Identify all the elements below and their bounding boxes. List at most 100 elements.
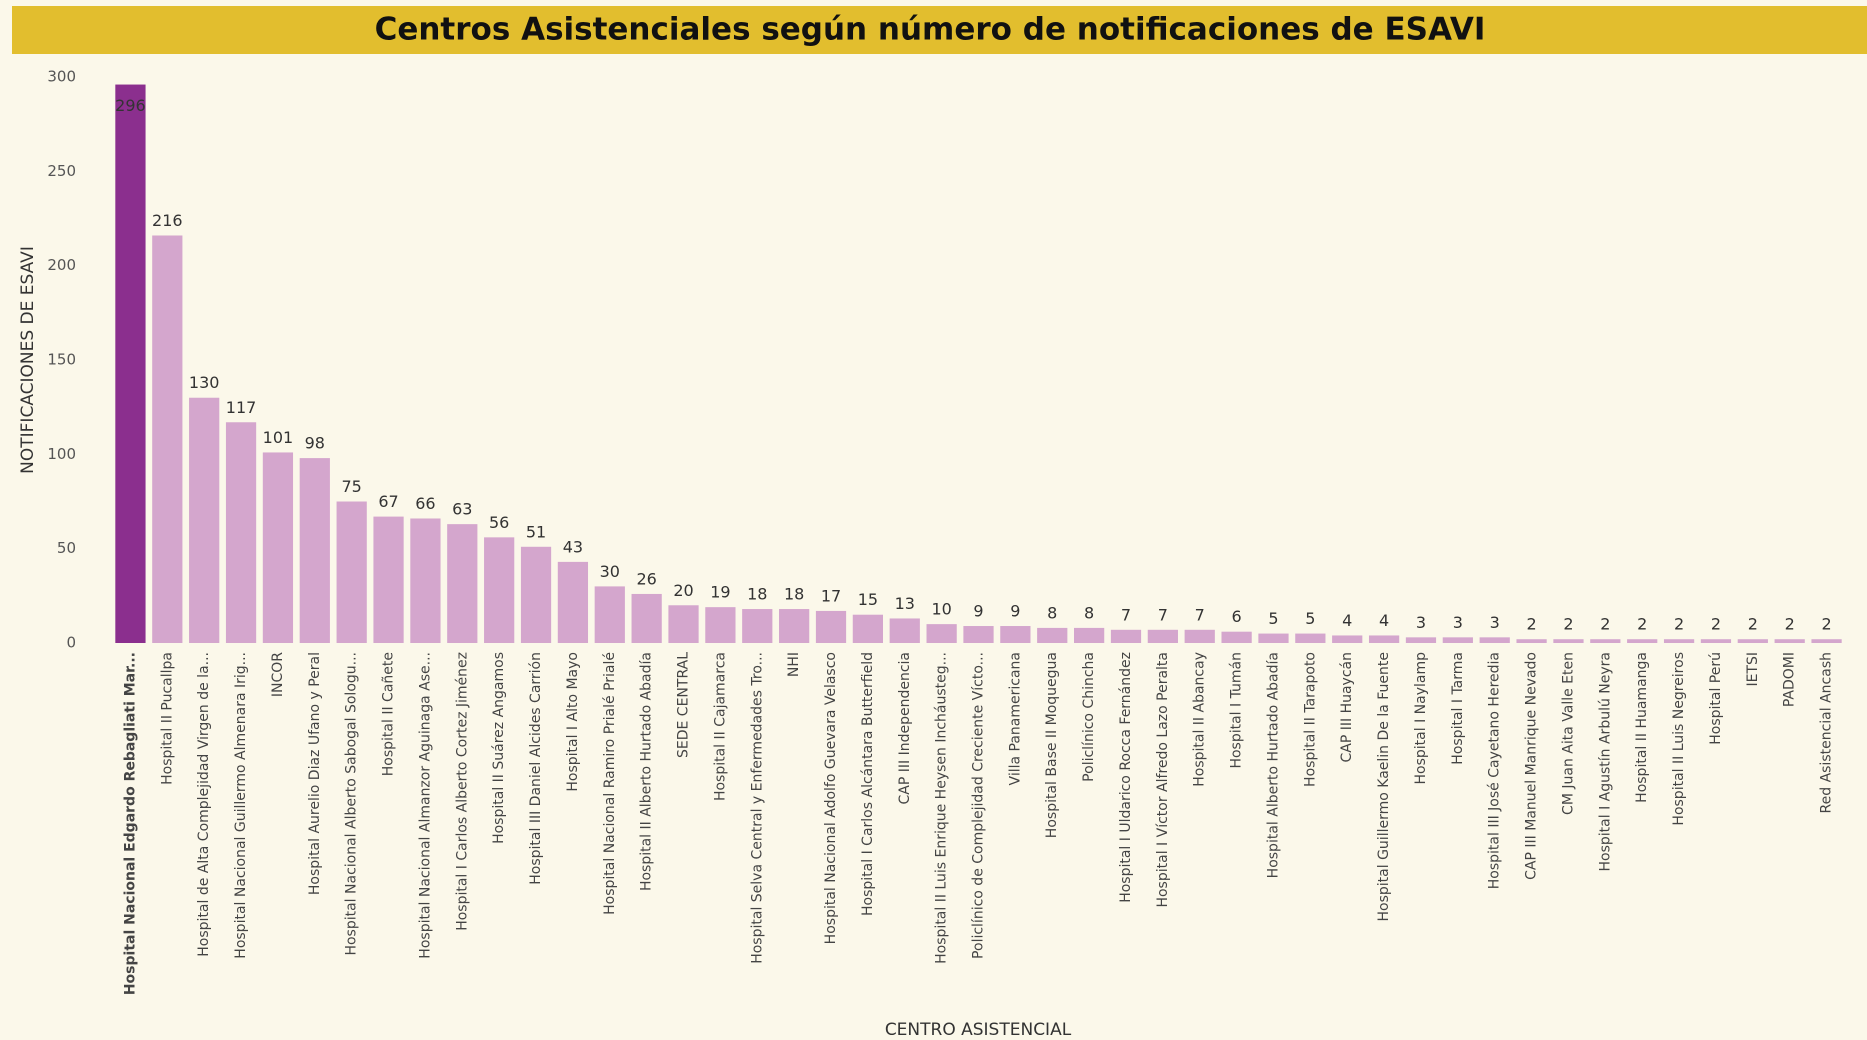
x-tick-label: Hospital II Cañete — [381, 652, 397, 776]
y-tick-label: 100 — [47, 445, 76, 463]
y-tick-label: 150 — [47, 351, 76, 369]
bar — [299, 458, 330, 643]
bar — [1700, 639, 1732, 643]
data-label: 4 — [1342, 611, 1352, 630]
data-label: 296 — [115, 96, 146, 115]
bar — [1037, 627, 1068, 643]
data-label: 7 — [1195, 605, 1205, 624]
x-tick-label: Hospital II Huamanga — [1634, 652, 1650, 803]
data-label: 6 — [1232, 607, 1242, 626]
x-tick-label: Hospital I Uldarico Rocca Fernández — [1118, 652, 1134, 903]
x-tick-label: Villa Panamericana — [1007, 652, 1023, 785]
x-tick-label: Hospital I Alto Mayo — [565, 652, 581, 792]
x-tick-label: Hospital Nacional Alberto Sabogal Sologu… — [344, 652, 360, 956]
bar — [963, 626, 994, 643]
bar — [225, 422, 257, 643]
x-tick-label: CAP III Independencia — [897, 652, 913, 805]
x-tick-label: Policlínico de Complejidad Creciente Víc… — [971, 652, 987, 959]
title-bar — [12, 6, 1867, 54]
data-label: 2 — [1785, 615, 1795, 634]
data-label: 3 — [1490, 613, 1500, 632]
bar — [152, 235, 183, 644]
data-label: 15 — [858, 590, 878, 609]
y-tick-label: 300 — [47, 68, 76, 86]
data-label: 2 — [1711, 615, 1721, 634]
data-label: 8 — [1047, 603, 1057, 622]
x-tick-label: Hospital I Víctor Alfredo Lazo Peralta — [1155, 652, 1171, 908]
bar — [1000, 626, 1031, 643]
data-label: 26 — [636, 569, 656, 588]
x-tick-label: CAP III Manuel Manrique Nevado — [1524, 652, 1540, 880]
bar — [1479, 637, 1510, 643]
data-label: 117 — [226, 398, 257, 417]
bar — [1184, 629, 1215, 643]
x-tick-label: Hospital II Cajamarca — [712, 652, 728, 801]
data-label: 2 — [1563, 615, 1573, 634]
data-label: 2 — [1674, 615, 1684, 634]
data-label: 51 — [526, 522, 546, 541]
y-axis-label: NOTIFICACIONES DE ESAVI — [18, 246, 38, 474]
x-tick-label: Hospital III José Cayetano Heredia — [1487, 652, 1503, 889]
bar — [1221, 631, 1252, 643]
bar — [668, 605, 699, 643]
x-tick-label: Hospital I Tumán — [1229, 652, 1245, 769]
data-label: 4 — [1379, 611, 1389, 630]
x-tick-label: IETSI — [1745, 652, 1761, 687]
bar — [373, 516, 404, 643]
x-tick-label: Hospital II Luis Enrique Heysen Incháust… — [934, 652, 950, 964]
bar — [1811, 639, 1842, 643]
bar — [742, 609, 773, 643]
data-label: 2 — [1821, 615, 1831, 634]
data-label: 18 — [784, 585, 804, 604]
bar — [1073, 627, 1105, 643]
bar — [926, 624, 957, 643]
y-tick-label: 250 — [47, 162, 76, 180]
x-tick-label: Hospital Nacional Adolfo Guevara Velasco — [823, 652, 839, 944]
x-tick-label: CM Juan Aita Valle Eten — [1560, 652, 1576, 815]
data-label: 13 — [895, 594, 915, 613]
data-label: 7 — [1158, 605, 1168, 624]
y-tick-label: 0 — [66, 634, 76, 652]
data-label: 9 — [973, 602, 983, 621]
bar — [1590, 639, 1621, 643]
bar — [1147, 629, 1178, 643]
data-label: 19 — [710, 583, 730, 602]
x-tick-label: Hospital Selva Central y Enfermedades Tr… — [749, 652, 765, 964]
bar — [631, 593, 662, 643]
x-tick-label: Hospital Base II Moquegua — [1044, 652, 1060, 838]
x-tick-label: Red Asistencial Ancash — [1819, 652, 1835, 813]
bar — [1737, 639, 1768, 643]
bar — [115, 84, 146, 643]
x-tick-label: Hospital Alberto Hurtado Abadía — [1265, 652, 1281, 878]
bar — [1368, 635, 1400, 643]
x-tick-label: Hospital III Daniel Alcides Carrión — [528, 652, 544, 885]
x-tick-label: PADOMI — [1782, 652, 1798, 707]
data-label: 2 — [1526, 615, 1536, 634]
data-label: 3 — [1453, 613, 1463, 632]
bar — [1774, 639, 1805, 643]
x-tick-label: Hospital II Alberto Hurtado Abadía — [639, 652, 655, 891]
data-label: 9 — [1010, 602, 1020, 621]
x-tick-label: NHI — [786, 652, 802, 677]
bar — [889, 618, 920, 643]
data-label: 30 — [600, 562, 620, 581]
bar — [336, 501, 367, 643]
bar — [1405, 637, 1437, 643]
bar — [189, 397, 220, 643]
x-tick-label: Hospital I Naylamp — [1413, 652, 1429, 785]
data-label: 75 — [341, 477, 361, 496]
data-label: 2 — [1748, 615, 1758, 634]
bar — [410, 518, 441, 643]
x-tick-label: Policlínico Chincha — [1081, 652, 1097, 782]
x-tick-label: Hospital II Abancay — [1192, 652, 1208, 787]
x-tick-label: Hospital I Carlos Alcántara Butterfield — [860, 652, 876, 916]
x-tick-label: Hospital I Tarma — [1450, 652, 1466, 765]
data-label: 56 — [489, 513, 509, 532]
data-label: 43 — [563, 537, 583, 556]
data-label: 67 — [378, 492, 398, 511]
bar — [1332, 635, 1363, 643]
data-label: 3 — [1416, 613, 1426, 632]
data-label: 7 — [1121, 605, 1131, 624]
data-label: 63 — [452, 500, 472, 519]
